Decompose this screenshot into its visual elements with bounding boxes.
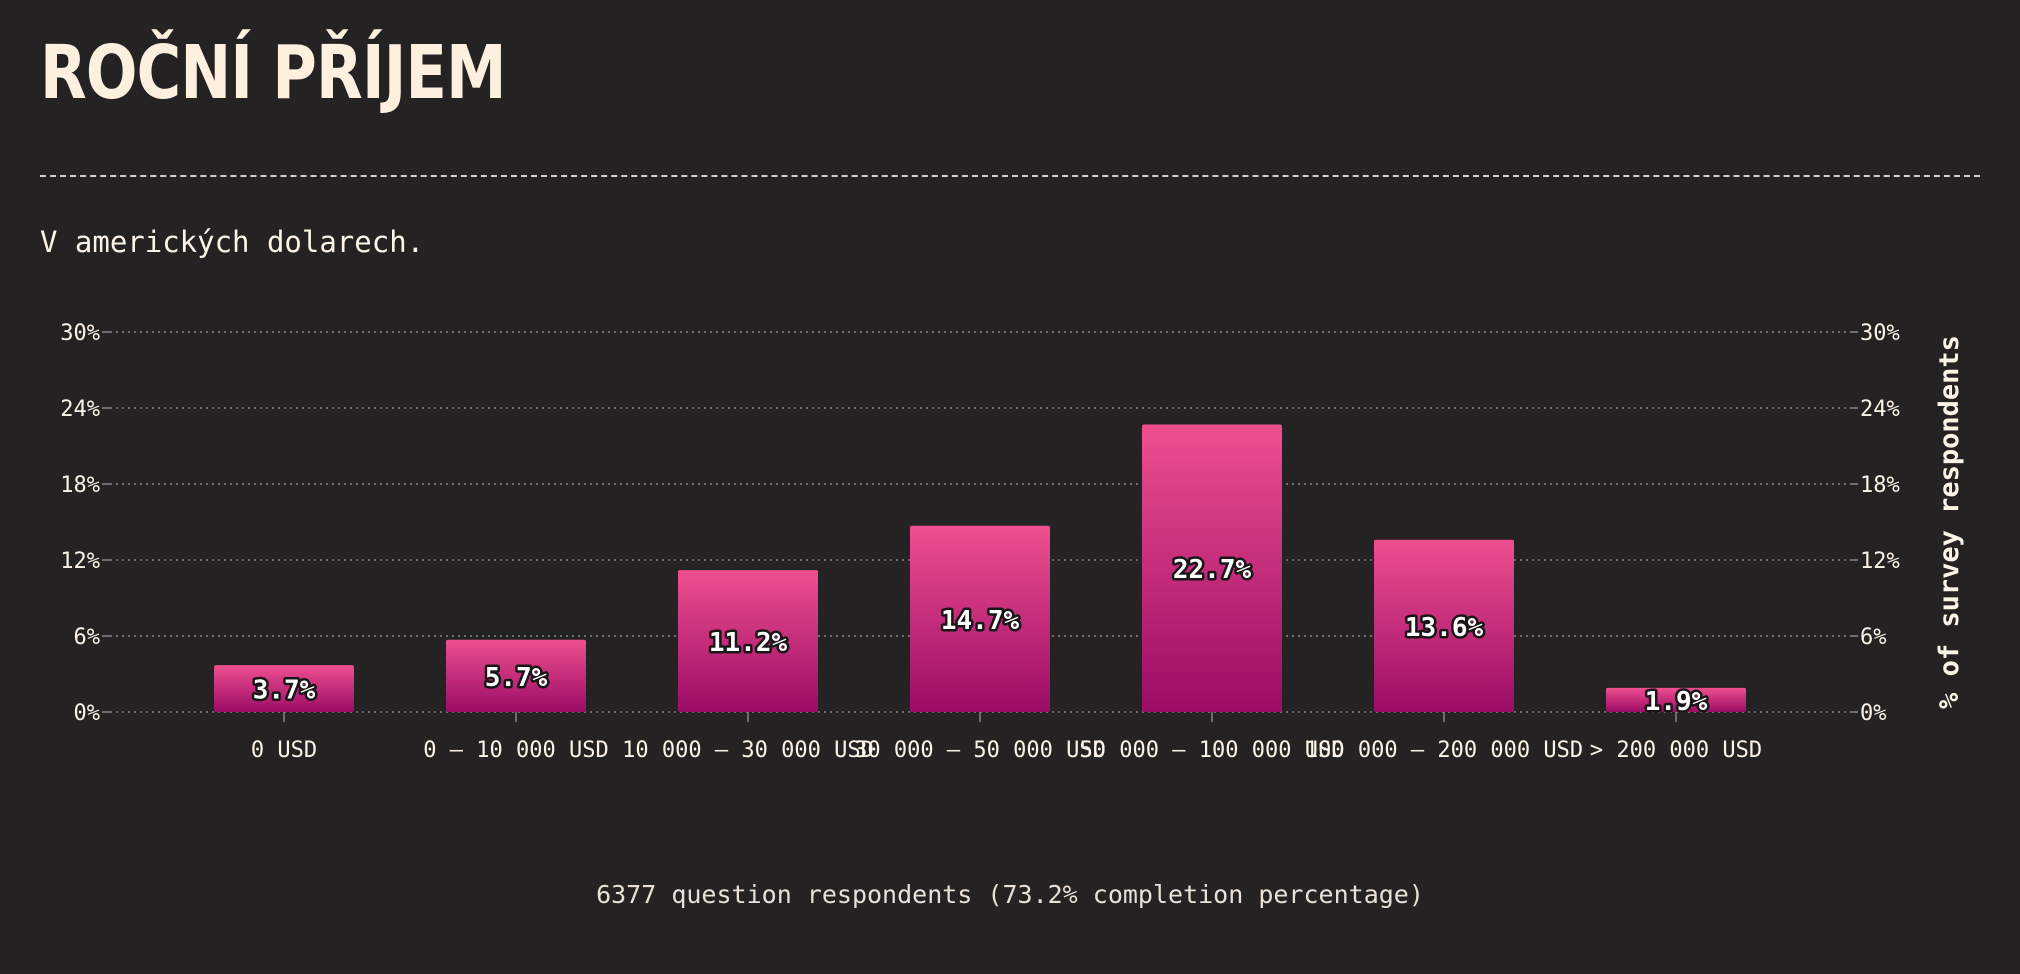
data-label: 5.7%	[485, 663, 548, 693]
y-axis-title: % of survey respondents	[1934, 335, 1965, 709]
y-tick-label-right: 6%	[1860, 625, 1887, 650]
y-tick-label-right: 30%	[1860, 321, 1900, 346]
bar	[910, 525, 1050, 712]
y-tick-label-right: 18%	[1860, 473, 1900, 498]
y-tick-label-right: 0%	[1860, 701, 1887, 726]
data-label: 14.7%	[941, 606, 1020, 636]
axes: 0% 0% 6% 6% 12% 12% 18% 18% 24% 24% 30% 30% 0 USD 0 –…	[60, 321, 1965, 763]
y-tick-label-left: 0%	[74, 701, 101, 726]
bars	[214, 424, 1746, 712]
data-label: 3.7%	[253, 676, 316, 706]
title-divider	[40, 175, 1980, 177]
data-labels: 3.7% 5.7% 11.2% 14.7% 22.7% 13.6% 1.9%	[250, 553, 1710, 720]
x-tick-label: 10 000 – 30 000 USD	[622, 738, 874, 763]
y-tick-label-left: 30%	[60, 321, 100, 346]
x-tick-label: 0 – 10 000 USD	[423, 738, 608, 763]
y-tick-label-left: 6%	[74, 625, 101, 650]
data-label: 11.2%	[709, 628, 788, 658]
data-label: 22.7%	[1173, 555, 1252, 585]
bar	[214, 665, 354, 712]
y-tick-label-left: 18%	[60, 473, 100, 498]
y-tick-label-right: 24%	[1860, 397, 1900, 422]
x-tick-label: 0 USD	[251, 738, 317, 763]
y-tick-label-left: 12%	[60, 549, 100, 574]
bar	[678, 570, 818, 712]
x-tick-label: 50 000 – 100 000 USD	[1080, 738, 1345, 763]
chart-title: ROČNÍ PŘÍJEM	[40, 30, 507, 116]
data-label: 13.6%	[1405, 613, 1484, 643]
bar	[1374, 539, 1514, 712]
respondents-footer: 6377 question respondents (73.2% complet…	[596, 880, 1424, 909]
y-tick-label-left: 24%	[60, 397, 100, 422]
bar	[1142, 424, 1282, 712]
bar	[446, 639, 586, 712]
chart-subtitle: V amerických dolarech.	[40, 225, 425, 259]
y-tick-label-right: 12%	[1860, 549, 1900, 574]
data-label: 1.9%	[1645, 687, 1708, 717]
x-tick-label: 30 000 – 50 000 USD	[854, 738, 1106, 763]
bar	[1606, 687, 1746, 712]
x-tick-label: > 200 000 USD	[1590, 738, 1762, 763]
x-tick-label: 100 000 – 200 000 USD	[1305, 738, 1583, 763]
